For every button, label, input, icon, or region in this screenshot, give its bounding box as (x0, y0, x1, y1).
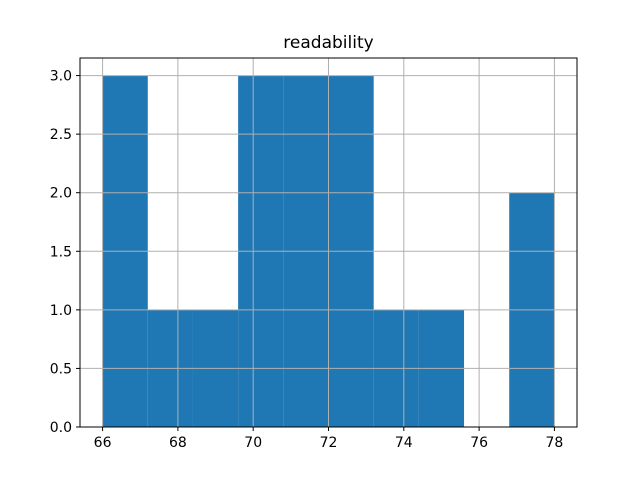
x-tick-label: 74 (395, 435, 413, 451)
x-tick-label: 78 (545, 435, 563, 451)
y-tick-label: 1.0 (50, 303, 72, 319)
chart-title: readability (283, 33, 374, 53)
y-tick-label: 0.5 (50, 361, 72, 377)
x-tick-label: 72 (320, 435, 338, 451)
x-tick-label: 76 (470, 435, 488, 451)
x-tick-label: 70 (244, 435, 262, 451)
y-tick-label: 0.0 (50, 420, 72, 436)
y-tick-label: 2.0 (50, 186, 72, 202)
y-tick-label: 3.0 (50, 69, 72, 85)
x-tick-label: 66 (94, 435, 112, 451)
x-tick-label: 68 (169, 435, 187, 451)
y-tick-label: 2.5 (50, 127, 72, 143)
y-tick-label: 1.5 (50, 244, 72, 260)
